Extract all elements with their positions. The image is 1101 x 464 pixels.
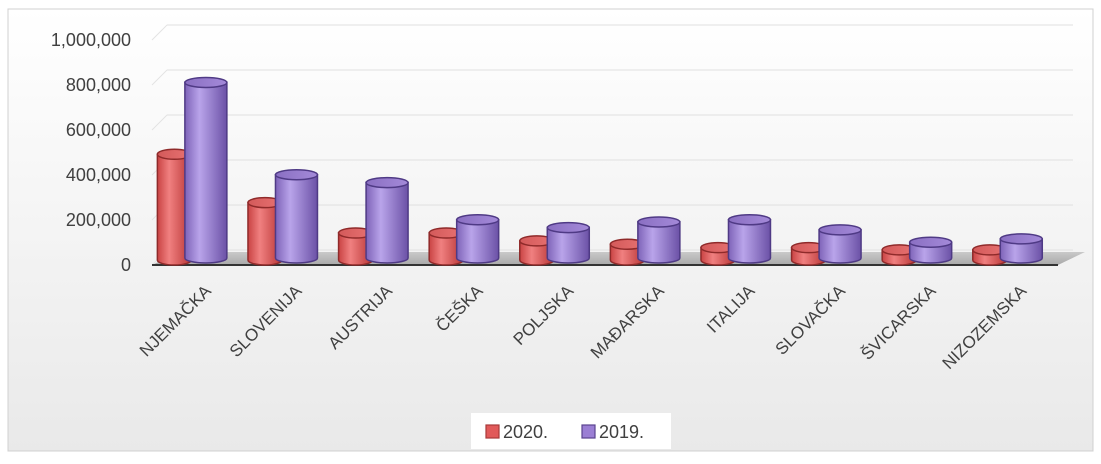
bar-2019-3	[455, 214, 500, 264]
legend-item: 2019.	[581, 422, 644, 442]
bar-body	[908, 241, 953, 264]
gridline-slant	[151, 24, 168, 41]
legend-item: 2020.	[485, 422, 548, 442]
legend-swatch	[581, 424, 596, 439]
bar-cap	[818, 224, 862, 236]
legend-label: 2019.	[599, 422, 644, 442]
bar-cap	[908, 236, 953, 248]
legend-box	[471, 413, 671, 449]
bar-cap	[546, 221, 591, 234]
bar-cap	[184, 76, 228, 89]
bar-body	[727, 219, 772, 264]
bar-body	[637, 221, 681, 264]
bar-body	[999, 238, 1044, 264]
bar-body	[818, 229, 862, 264]
bar-cap	[455, 214, 500, 226]
legend-swatch	[485, 424, 500, 439]
bar-cap	[727, 214, 772, 226]
bar-2019-0	[184, 76, 228, 264]
bar-body	[184, 81, 228, 264]
bar-body	[455, 219, 500, 264]
bar-2019-8	[908, 236, 953, 264]
bar-2020-2	[337, 227, 374, 266]
bar-2019-6	[727, 214, 772, 264]
bar-body	[365, 181, 409, 264]
bar-2019-1	[274, 169, 319, 264]
bar-body	[546, 226, 591, 264]
bar-cap	[637, 216, 681, 228]
y-axis: 1,000,000 800,000 600,000 400,000 200,000 0	[51, 30, 131, 275]
legend-label: 2020.	[503, 422, 548, 442]
bar-2019-2	[365, 176, 409, 264]
y-tick-label: 600,000	[66, 120, 131, 140]
bars	[156, 76, 1044, 266]
gridline-slant	[151, 69, 168, 86]
bar-2019-4	[546, 221, 591, 264]
y-tick-label: 400,000	[66, 165, 131, 185]
y-tick-label: 0	[121, 255, 131, 275]
bar-body	[274, 174, 319, 264]
legend: 2020. 2019.	[485, 422, 644, 442]
bar-2019-7	[818, 224, 862, 264]
bar-2020-5	[609, 238, 646, 266]
bar-2019-9	[999, 233, 1044, 264]
bar-cap	[365, 176, 409, 189]
y-tick-label: 1,000,000	[51, 30, 131, 50]
bar-2019-5	[637, 216, 681, 264]
bar-cap	[999, 233, 1044, 245]
gridline-slant	[151, 114, 168, 131]
bar-2020-1	[247, 196, 283, 266]
bar-2020-9	[972, 244, 1008, 266]
y-tick-label: 200,000	[66, 210, 131, 230]
bar-cap	[274, 169, 319, 181]
y-tick-label: 800,000	[66, 75, 131, 95]
